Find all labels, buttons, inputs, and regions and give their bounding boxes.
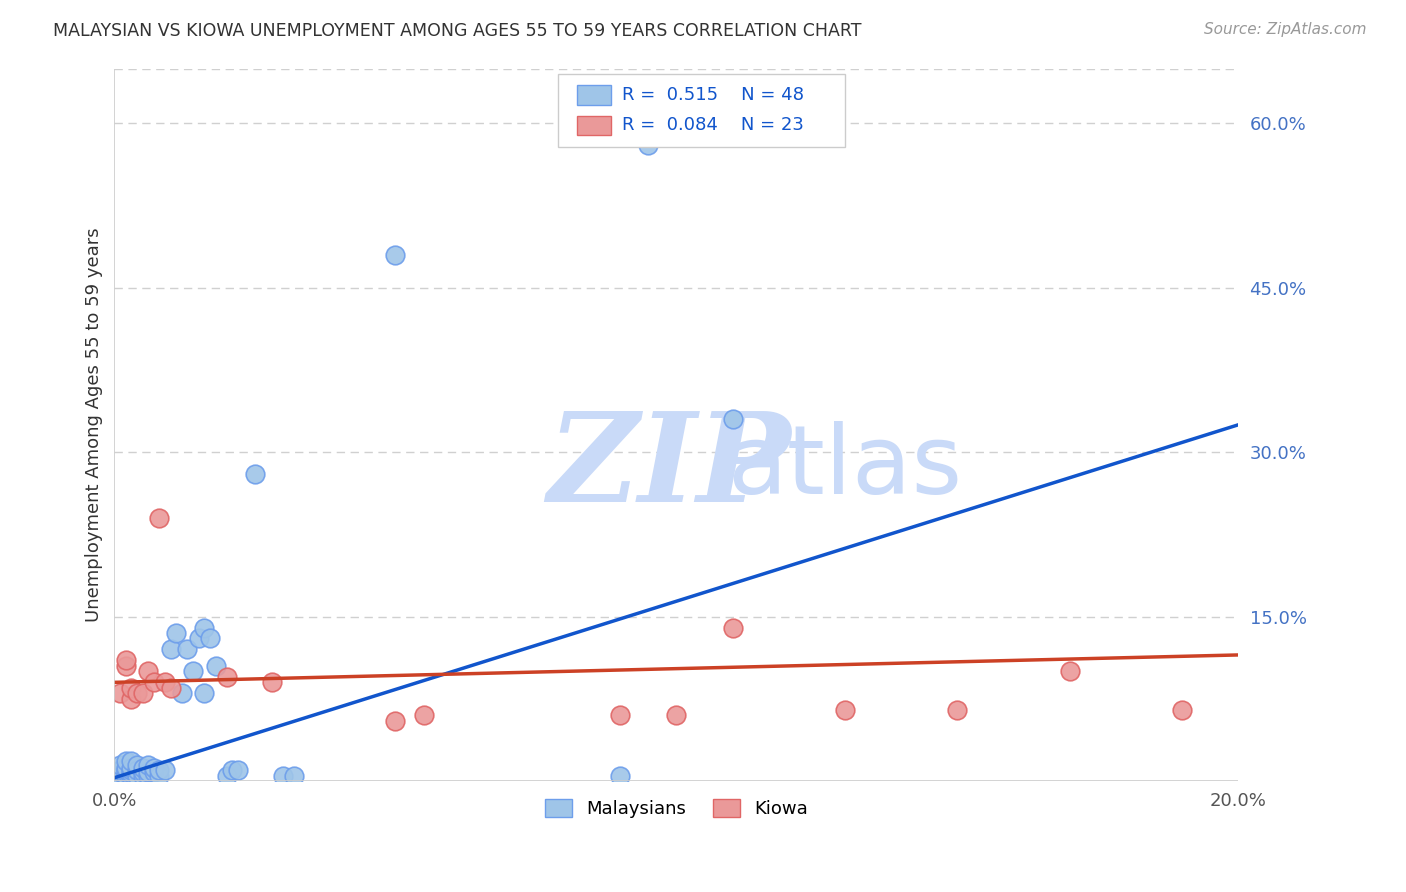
Point — [125, 763, 148, 777]
FancyBboxPatch shape — [558, 73, 845, 147]
Point — [114, 754, 136, 768]
Point — [114, 765, 136, 780]
Point — [637, 138, 659, 153]
Point — [198, 632, 221, 646]
Point — [721, 412, 744, 426]
Point — [221, 763, 243, 777]
Bar — [578, 115, 612, 136]
Point — [215, 670, 238, 684]
Point — [120, 754, 142, 768]
Point — [142, 765, 165, 780]
Point — [136, 765, 159, 780]
Point — [120, 766, 142, 780]
Point — [215, 768, 238, 782]
Point — [136, 665, 159, 679]
Bar — [578, 85, 612, 105]
Point — [120, 691, 142, 706]
Point — [125, 686, 148, 700]
Point — [193, 686, 215, 700]
Point — [260, 675, 283, 690]
Point — [114, 763, 136, 777]
Point — [108, 763, 131, 777]
Point — [114, 761, 136, 775]
Legend: Malaysians, Kiowa: Malaysians, Kiowa — [537, 791, 815, 825]
Point — [159, 642, 181, 657]
Point — [142, 761, 165, 775]
Point — [148, 763, 170, 777]
Point — [148, 511, 170, 525]
Point — [181, 665, 204, 679]
Point — [114, 768, 136, 782]
Point — [114, 659, 136, 673]
Point — [176, 642, 198, 657]
Point — [131, 686, 153, 700]
Point — [609, 708, 631, 723]
Point — [159, 681, 181, 695]
Point — [193, 621, 215, 635]
Point — [721, 621, 744, 635]
Point — [153, 675, 176, 690]
Point — [226, 763, 249, 777]
Point — [384, 714, 406, 728]
Point — [412, 708, 434, 723]
Point — [108, 765, 131, 780]
Point — [136, 768, 159, 782]
Point — [946, 703, 969, 717]
Point — [271, 768, 294, 782]
Text: atlas: atlas — [727, 421, 962, 514]
Point — [243, 467, 266, 481]
Text: R =  0.084    N = 23: R = 0.084 N = 23 — [623, 117, 804, 135]
Point — [120, 761, 142, 775]
Point — [170, 686, 193, 700]
Point — [120, 681, 142, 695]
Point — [148, 768, 170, 782]
Point — [1171, 703, 1194, 717]
Point — [153, 763, 176, 777]
Point — [165, 626, 187, 640]
Text: Source: ZipAtlas.com: Source: ZipAtlas.com — [1204, 22, 1367, 37]
Point — [1059, 665, 1081, 679]
Point — [384, 248, 406, 262]
Point — [131, 765, 153, 780]
Point — [204, 659, 226, 673]
Point — [283, 768, 305, 782]
Point — [125, 768, 148, 782]
Point — [131, 761, 153, 775]
Point — [114, 653, 136, 667]
Point — [136, 757, 159, 772]
Point — [108, 686, 131, 700]
Text: R =  0.515    N = 48: R = 0.515 N = 48 — [623, 86, 804, 104]
Point — [125, 757, 148, 772]
Point — [120, 763, 142, 777]
Point — [187, 632, 209, 646]
Point — [108, 768, 131, 782]
Text: ZIP: ZIP — [547, 407, 792, 528]
Point — [142, 675, 165, 690]
Point — [131, 768, 153, 782]
Point — [665, 708, 688, 723]
Point — [834, 703, 856, 717]
Y-axis label: Unemployment Among Ages 55 to 59 years: Unemployment Among Ages 55 to 59 years — [86, 227, 103, 622]
Point — [120, 768, 142, 782]
Point — [609, 768, 631, 782]
Point — [108, 757, 131, 772]
Text: MALAYSIAN VS KIOWA UNEMPLOYMENT AMONG AGES 55 TO 59 YEARS CORRELATION CHART: MALAYSIAN VS KIOWA UNEMPLOYMENT AMONG AG… — [53, 22, 862, 40]
